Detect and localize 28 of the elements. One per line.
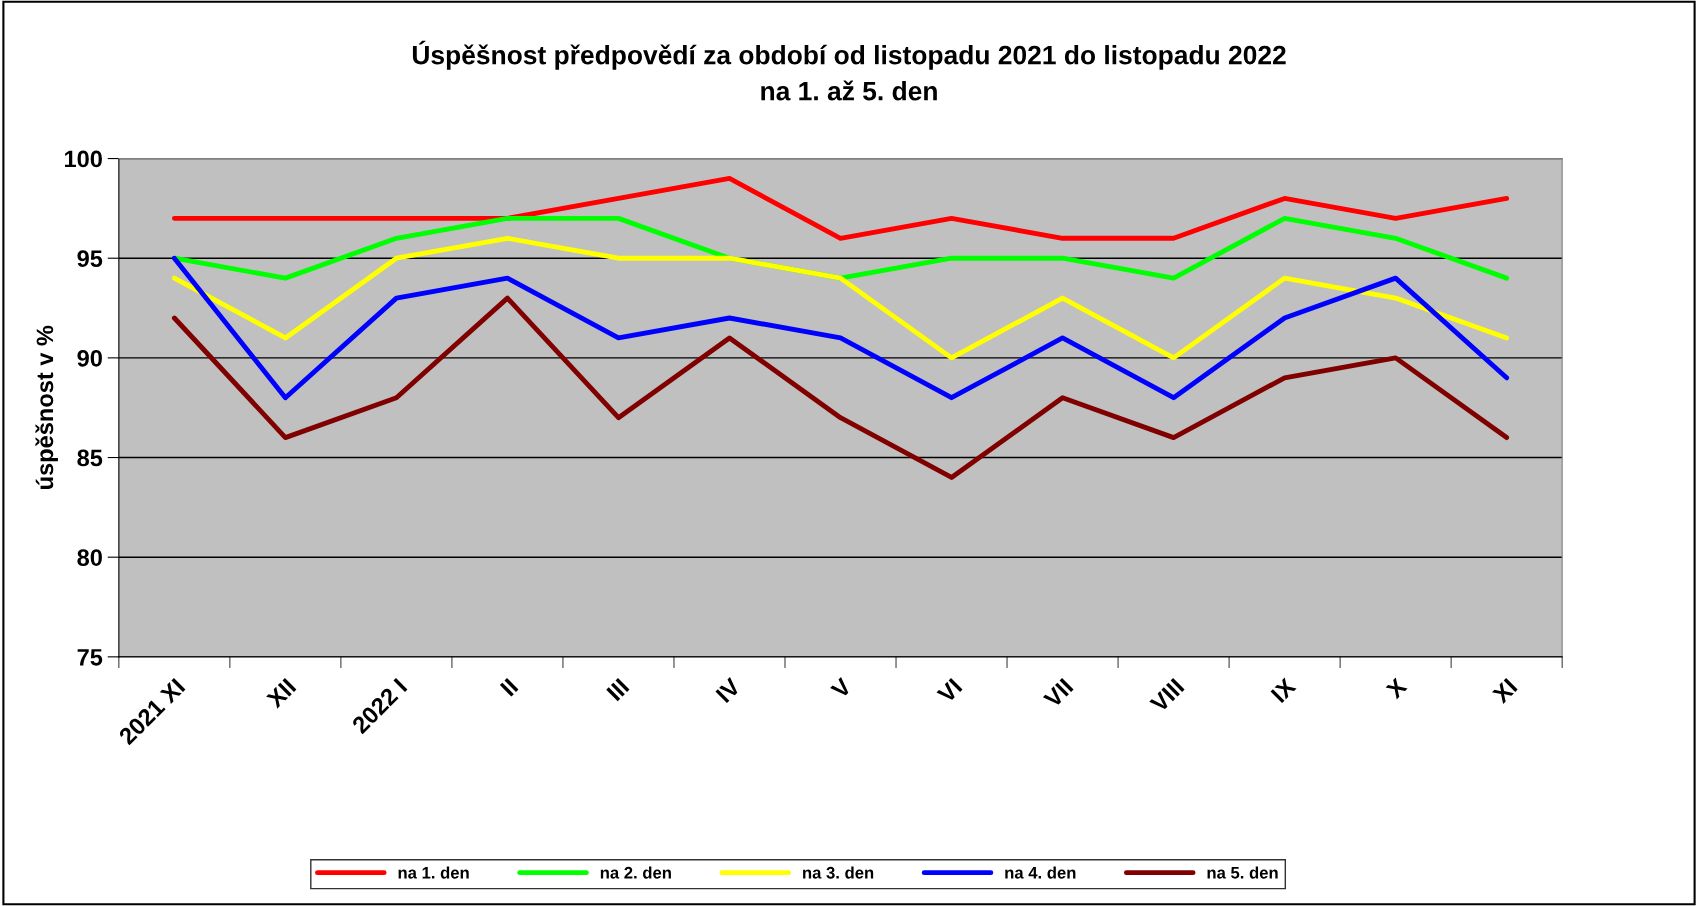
y-tick-label: 100 — [64, 150, 102, 168]
x-tick-label: IX — [1270, 677, 1297, 704]
x-tick-label: VII — [1042, 678, 1074, 709]
legend-label: na 1. den — [398, 866, 469, 879]
x-tick-label: IV — [715, 677, 742, 704]
y-tick-label: 80 — [77, 549, 102, 566]
x-tick-label: XI — [1491, 678, 1518, 705]
x-tick-label: X — [1385, 677, 1408, 700]
y-tick-label: 85 — [77, 449, 103, 467]
x-tick-label: VIII — [1149, 678, 1185, 714]
legend-label: na 3. den — [803, 866, 874, 879]
x-tick-label: VI — [936, 678, 963, 705]
x-tick-label: V — [830, 677, 853, 700]
chart-title: Úspěšnost předpovědí za období od listopadu 2021 do listopadu 2022 na 1. až 5. den — [412, 40, 1286, 101]
legend-label: na 2. den — [600, 866, 671, 879]
x-tick-label: III — [606, 678, 630, 702]
y-tick-label: 75 — [77, 649, 103, 666]
y-tick-label: 95 — [77, 250, 103, 267]
x-tick-label: XII — [265, 678, 297, 709]
line-series — [171, 295, 1510, 480]
line-series — [171, 255, 1510, 401]
legend-label: na 4. den — [1005, 866, 1076, 879]
line-series — [171, 235, 1510, 361]
line-series — [171, 176, 1510, 241]
y-axis-title: úspěšnost v % — [35, 325, 58, 489]
legend-label: na 5. den — [1207, 866, 1278, 879]
y-tick-label: 90 — [77, 349, 102, 367]
x-tick-label: II — [499, 678, 519, 697]
